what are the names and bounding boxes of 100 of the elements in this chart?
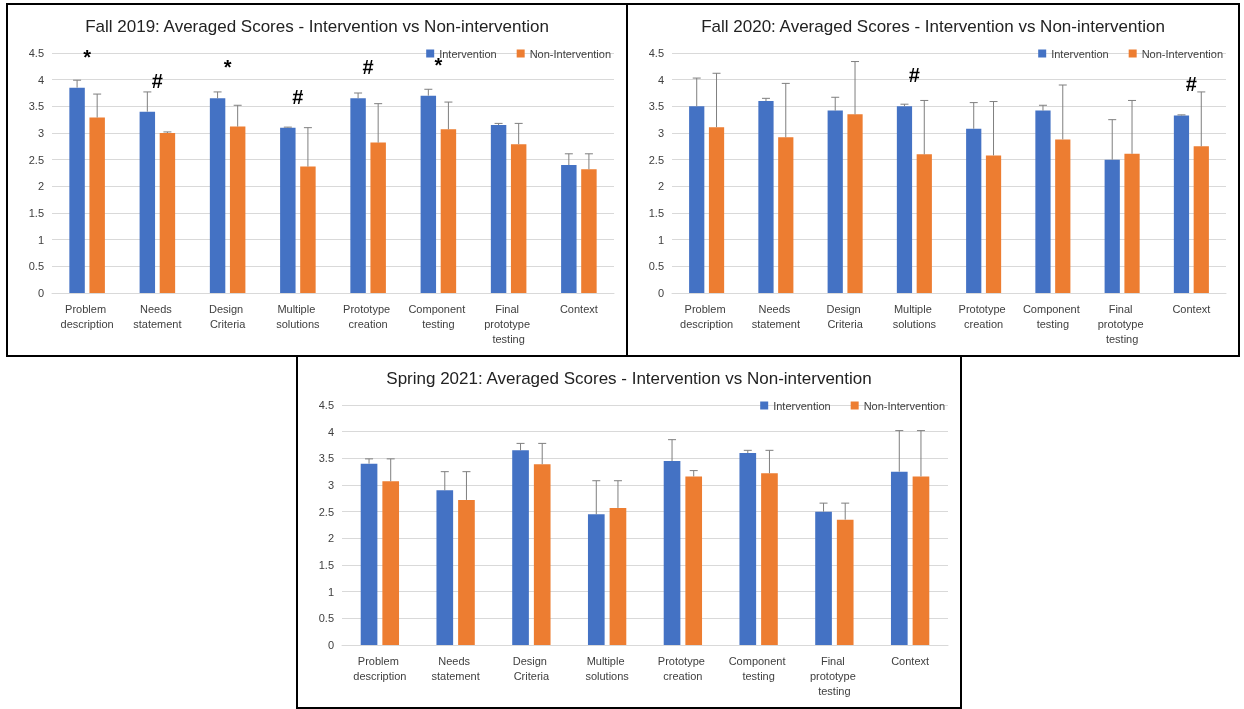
- y-tick-label: 0.5: [648, 260, 664, 273]
- bar: [1055, 139, 1071, 293]
- y-tick-label: 0: [327, 639, 334, 651]
- bar: [847, 114, 863, 293]
- annotation: #: [908, 64, 920, 87]
- y-tick-label: 0: [37, 287, 44, 299]
- bar: [280, 127, 296, 293]
- x-tick-label: Final prototype testing: [1097, 302, 1147, 345]
- y-tick-label: 3.5: [648, 100, 664, 113]
- y-tick-label: 2.5: [318, 505, 334, 518]
- y-tick-label: 3: [327, 479, 334, 491]
- x-tick-label: Context: [559, 302, 598, 315]
- bar: [1035, 110, 1051, 293]
- y-tick-label: 4.5: [648, 47, 664, 59]
- bar: [685, 476, 703, 645]
- bar: [966, 128, 982, 293]
- chart-title: Fall 2020: Averaged Scores - Intervention vs Non-intervention: [701, 17, 1165, 36]
- annotation: *: [223, 56, 232, 79]
- y-tick-label: 1.5: [28, 207, 44, 219]
- x-tick-label: Design Criteria: [208, 302, 247, 330]
- y-tick-label: 3.5: [318, 452, 334, 465]
- legend-label: Intervention: [439, 47, 497, 60]
- x-tick-label: Problem description: [353, 654, 407, 682]
- annotation: #: [151, 69, 163, 92]
- y-tick-label: 4: [657, 73, 664, 86]
- y-tick-label: 2: [327, 532, 334, 545]
- annotation: #: [292, 85, 304, 108]
- y-tick-label: 4: [327, 425, 334, 438]
- x-tick-label: Final prototype testing: [484, 302, 534, 345]
- x-tick-label: Component testing: [1022, 302, 1083, 330]
- x-tick-label: Needs statement: [431, 654, 480, 682]
- bar: [708, 127, 725, 293]
- x-tick-label: Multiple solutions: [276, 302, 321, 330]
- y-tick-label: 0.5: [318, 612, 334, 625]
- y-tick-label: 1: [37, 233, 44, 246]
- x-tick-label: Needs statement: [133, 302, 182, 330]
- x-tick-label: Multiple solutions: [585, 654, 630, 682]
- y-tick-label: 3: [37, 127, 44, 139]
- y-tick-label: 2.5: [28, 153, 44, 166]
- x-tick-label: Final prototype testing: [809, 654, 859, 697]
- bar: [89, 117, 105, 293]
- bar: [360, 463, 378, 645]
- bar: [436, 490, 454, 645]
- annotation: #: [1185, 73, 1197, 96]
- bar: [510, 144, 527, 293]
- legend-label: Non-Intervention: [1141, 47, 1223, 60]
- y-tick-label: 1.5: [648, 207, 664, 219]
- x-tick-label: Prototype creation: [657, 654, 708, 682]
- bar: [159, 133, 176, 293]
- bar: [382, 481, 400, 645]
- bar: [229, 126, 246, 293]
- bar: [561, 165, 577, 293]
- bar: [739, 453, 757, 645]
- bar: [458, 499, 475, 645]
- x-tick-label: Component testing: [728, 654, 789, 682]
- bar: [209, 98, 226, 293]
- bar: [1193, 146, 1209, 293]
- bar: [420, 95, 437, 293]
- bar: [985, 155, 1002, 293]
- bar: [912, 476, 930, 645]
- y-tick-label: 4: [37, 73, 44, 86]
- bar: [758, 101, 774, 293]
- bar: [778, 137, 794, 293]
- legend-label: Intervention: [773, 399, 831, 412]
- y-tick-label: 1: [657, 233, 664, 246]
- bar: [1104, 159, 1120, 293]
- bar: [836, 519, 854, 645]
- y-tick-label: 1.5: [318, 559, 334, 571]
- bar: [609, 507, 627, 645]
- x-tick-label: Multiple solutions: [892, 302, 937, 330]
- y-tick-label: 4.5: [318, 399, 334, 411]
- bar: [533, 464, 551, 645]
- bar: [761, 473, 778, 645]
- bar: [815, 511, 832, 645]
- y-tick-label: 1: [327, 585, 334, 598]
- x-tick-label: Design Criteria: [826, 302, 864, 330]
- chart-title: Fall 2019: Averaged Scores - Intervention vs Non-intervention: [85, 17, 549, 36]
- x-tick-label: Design Criteria: [512, 654, 551, 682]
- bar: [350, 98, 366, 293]
- y-tick-label: 3: [657, 127, 664, 139]
- bar: [827, 110, 843, 293]
- bar: [689, 106, 705, 293]
- y-tick-label: 3.5: [28, 100, 44, 113]
- bar: [663, 461, 681, 645]
- bar: [370, 142, 386, 293]
- y-tick-label: 0: [657, 287, 664, 299]
- legend-label: Non-Intervention: [863, 399, 945, 412]
- y-tick-label: 0.5: [28, 260, 44, 273]
- bar: [1124, 153, 1140, 293]
- bar: [896, 106, 913, 293]
- x-tick-label: Prototype creation: [958, 302, 1009, 330]
- annotation: *: [83, 45, 92, 68]
- bar: [1173, 115, 1190, 293]
- bar: [139, 111, 156, 293]
- x-tick-label: Needs statement: [751, 302, 801, 330]
- bar: [587, 514, 605, 645]
- y-tick-label: 4.5: [28, 47, 44, 59]
- x-tick-label: Prototype creation: [343, 302, 394, 330]
- bar: [440, 129, 457, 293]
- x-tick-label: Problem description: [680, 302, 734, 330]
